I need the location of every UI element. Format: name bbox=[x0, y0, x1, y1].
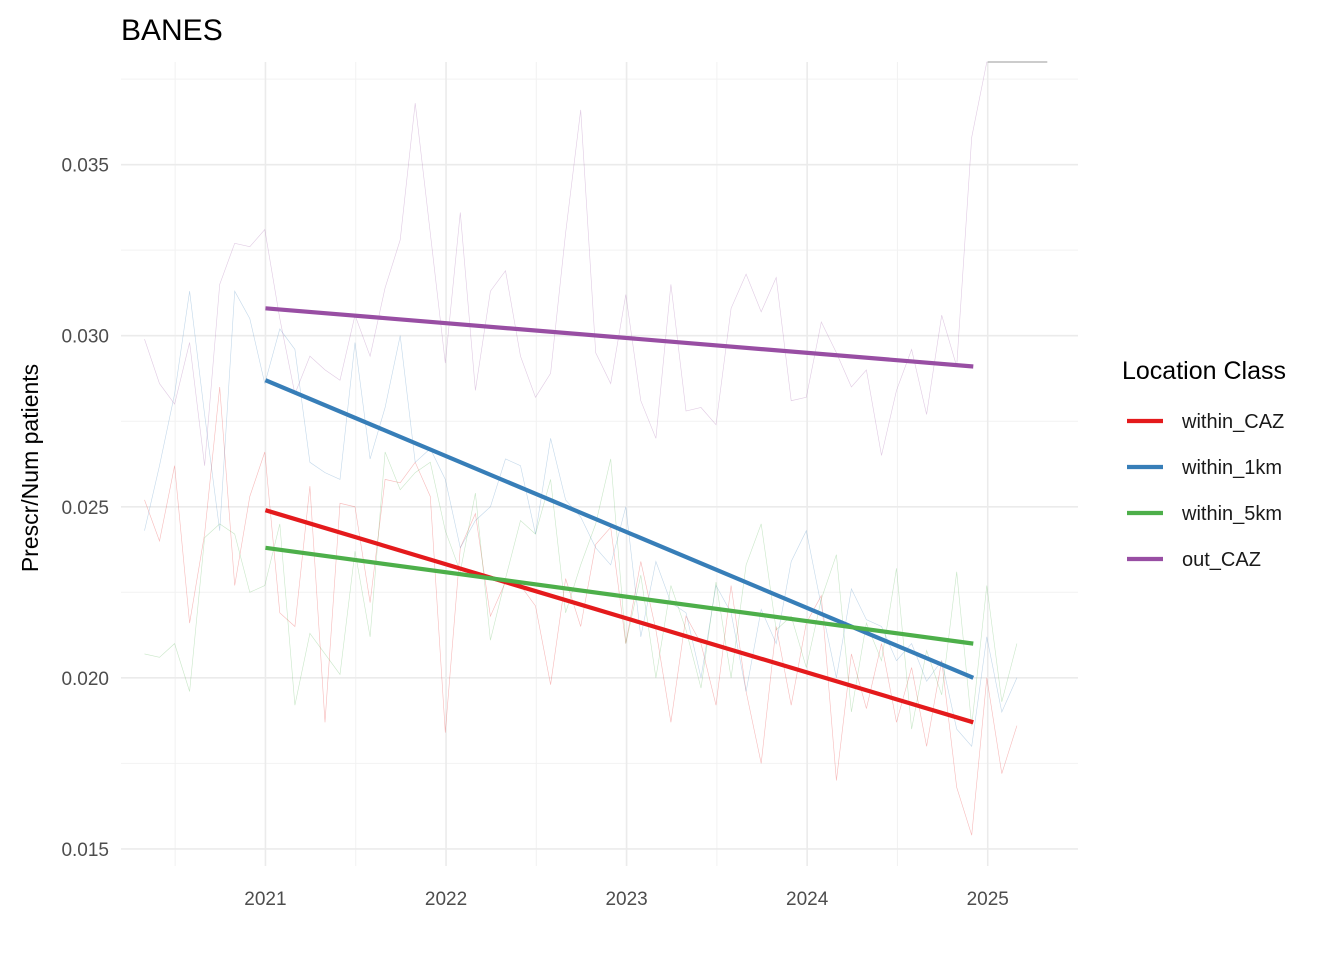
legend-label-out_CAZ: out_CAZ bbox=[1182, 549, 1261, 571]
trend-line-within_CAZ bbox=[264, 508, 974, 725]
legend-label-within_1km: within_1km bbox=[1181, 457, 1282, 479]
raw-series-lines bbox=[144, 61, 1048, 836]
x-tick-label: 2024 bbox=[786, 889, 829, 910]
x-tick-label: 2022 bbox=[425, 889, 467, 910]
x-tick-label: 2021 bbox=[244, 889, 286, 910]
grid-lines bbox=[121, 62, 1078, 866]
trend-line-out_CAZ bbox=[265, 306, 974, 369]
trend-line-within_5km bbox=[265, 545, 974, 646]
trend-line-within_1km bbox=[264, 378, 975, 680]
legend-label-within_CAZ: within_CAZ bbox=[1181, 411, 1284, 433]
chart-title: BANES bbox=[121, 14, 223, 47]
raw-line-out_CAZ bbox=[144, 61, 1017, 466]
x-tick-label: 2025 bbox=[967, 889, 1009, 910]
x-tick-label: 2023 bbox=[605, 889, 647, 910]
y-axis-label: Prescr/Num patients bbox=[17, 364, 43, 572]
raw-line-within_CAZ bbox=[144, 386, 1018, 836]
trend-lines bbox=[264, 306, 975, 725]
legend-title: Location Class bbox=[1122, 357, 1286, 385]
raw-line-within_1km bbox=[144, 290, 1018, 747]
y-tick-label: 0.015 bbox=[61, 840, 109, 861]
y-tick-label: 0.020 bbox=[61, 669, 109, 690]
y-tick-label: 0.030 bbox=[61, 327, 109, 348]
y-axis-ticks: 0.015 0.020 0.025 0.030 0.035 bbox=[61, 156, 109, 861]
legend-label-within_5km: within_5km bbox=[1181, 503, 1282, 525]
y-tick-label: 0.035 bbox=[61, 156, 109, 177]
x-axis-ticks: 2021 2022 2023 2024 2025 bbox=[244, 889, 1009, 910]
legend: Location Class within_CAZ within_1kmwithi… bbox=[1122, 357, 1286, 571]
y-tick-label: 0.025 bbox=[61, 498, 109, 519]
